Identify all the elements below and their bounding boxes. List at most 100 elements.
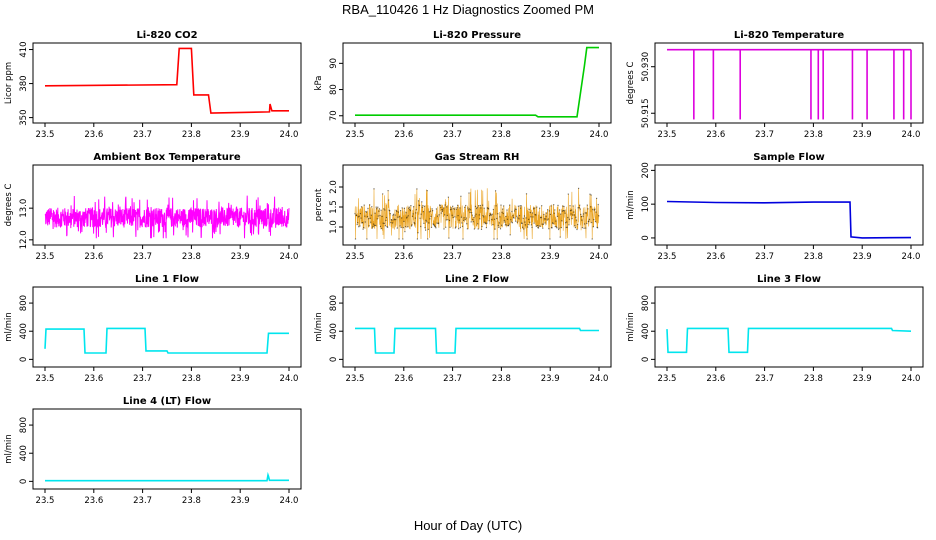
- data-point: [409, 210, 411, 212]
- data-point: [381, 215, 383, 217]
- data-point: [586, 222, 588, 225]
- y-axis-label: ml/min: [4, 312, 14, 342]
- data-point: [509, 234, 511, 236]
- data-point: [489, 215, 491, 217]
- data-point: [506, 209, 508, 211]
- data-point: [396, 227, 398, 229]
- data-point: [465, 217, 467, 219]
- y-axis-label: ml/min: [314, 312, 324, 342]
- data-point: [578, 207, 580, 209]
- data-point: [578, 187, 580, 189]
- data-point: [575, 216, 577, 218]
- data-point: [382, 193, 384, 195]
- data-point: [549, 213, 551, 215]
- data-point: [536, 225, 538, 227]
- data-point: [438, 214, 440, 216]
- data-point: [425, 229, 427, 231]
- data-point: [579, 204, 581, 206]
- data-point: [581, 219, 583, 221]
- data-point: [441, 210, 443, 212]
- data-point: [431, 208, 433, 210]
- x-tick-label: 23.9: [231, 496, 250, 506]
- x-tick-label: 23.9: [541, 130, 560, 140]
- x-tick-label: 23.6: [394, 252, 413, 262]
- y-tick-label: 800: [329, 295, 339, 311]
- data-point: [495, 190, 497, 192]
- plot-frame: [342, 42, 612, 124]
- panel-title: Line 4 (LT) Flow: [123, 396, 211, 407]
- data-point: [433, 224, 435, 226]
- data-point: [397, 216, 399, 218]
- data-point: [368, 218, 370, 220]
- data-point: [449, 226, 451, 228]
- data-point: [440, 206, 442, 208]
- data-point: [547, 209, 549, 211]
- data-point: [430, 226, 433, 228]
- data-point: [413, 206, 415, 208]
- data-point: [561, 210, 563, 212]
- data-point: [530, 216, 532, 218]
- data-point: [546, 212, 548, 214]
- x-tick-label: 24.0: [902, 252, 921, 262]
- y-tick-label: 0: [641, 357, 651, 362]
- data-point: [421, 201, 423, 203]
- data-point: [390, 221, 392, 224]
- data-point: [443, 228, 445, 230]
- y-tick-label: 1.0: [329, 220, 339, 234]
- x-tick-label: 23.7: [133, 496, 152, 506]
- panel-line-4-lt-flow: Line 4 (LT) Flow 23.5 23.6 23.7 23.8 23.9 24.0…: [4, 396, 302, 506]
- data-point: [452, 205, 454, 207]
- data-point: [594, 208, 596, 210]
- data-point: [558, 227, 560, 229]
- x-tick-label: 24.0: [280, 130, 299, 140]
- data-point: [473, 228, 475, 230]
- x-tick-label: 23.7: [133, 252, 152, 262]
- data-point: [524, 224, 526, 226]
- data-point: [368, 225, 370, 227]
- data-point: [591, 221, 593, 224]
- data-point: [492, 208, 494, 211]
- data-point: [407, 226, 409, 228]
- data-point: [568, 224, 570, 226]
- y-tick-label: 800: [19, 295, 29, 311]
- x-tick-label: 23.8: [182, 252, 201, 262]
- plot-frame: [654, 164, 924, 246]
- x-tick-label: 23.7: [443, 252, 462, 262]
- data-point: [598, 215, 600, 217]
- data-point: [363, 204, 365, 206]
- panel-gas-stream-rh: Gas Stream RH 23.5 23.6 23.7 23.8 23.9 24.0 1.0…: [314, 152, 612, 262]
- data-point: [397, 211, 399, 213]
- data-point: [484, 221, 486, 223]
- data-point: [568, 218, 570, 220]
- data-point: [566, 221, 568, 223]
- data-point: [371, 227, 373, 229]
- data-point: [400, 210, 402, 212]
- data-point: [517, 217, 519, 219]
- y-axis-label: ml/min: [4, 434, 14, 464]
- data-point: [592, 209, 594, 211]
- data-point: [428, 222, 430, 224]
- data-point: [434, 226, 436, 228]
- data-point: [356, 223, 358, 226]
- data-point: [417, 200, 420, 202]
- data-point: [444, 204, 446, 206]
- data-point: [430, 215, 432, 217]
- data-point: [516, 221, 518, 223]
- data-point: [539, 207, 541, 209]
- data-point: [398, 238, 400, 240]
- data-point: [563, 210, 566, 212]
- data-point: [404, 226, 407, 228]
- data-point: [408, 207, 410, 209]
- y-tick-label: 800: [19, 417, 29, 433]
- data-point: [463, 219, 465, 221]
- data-point: [486, 222, 488, 224]
- data-point: [391, 222, 394, 224]
- x-tick-label: 23.8: [492, 374, 511, 384]
- data-point: [401, 217, 403, 219]
- x-tick-label: 23.6: [84, 374, 103, 384]
- data-point: [579, 208, 581, 210]
- data-point: [465, 204, 467, 207]
- data-point: [457, 215, 459, 217]
- data-point: [551, 227, 553, 229]
- data-point: [455, 208, 458, 210]
